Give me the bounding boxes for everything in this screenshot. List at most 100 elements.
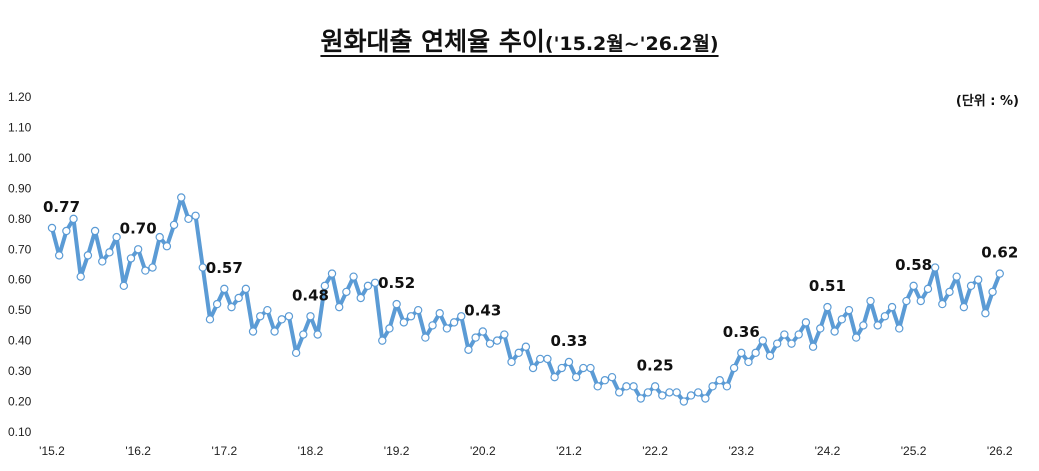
data-point	[133, 245, 143, 254]
data-point	[198, 263, 207, 272]
data-point	[270, 327, 279, 336]
data-point	[722, 382, 732, 391]
data-point	[988, 287, 997, 297]
data-point	[593, 382, 602, 391]
data-point	[938, 299, 947, 309]
y-tick-label: 0.70	[8, 242, 32, 256]
data-point	[399, 318, 409, 327]
data-point	[378, 336, 387, 345]
data-point	[212, 299, 222, 309]
data-point	[76, 272, 85, 281]
data-point	[428, 321, 437, 330]
data-point	[729, 363, 739, 373]
data-label: 0.57	[206, 259, 243, 277]
data-point	[277, 315, 286, 324]
series-line	[50, 195, 1002, 404]
data-point	[514, 348, 523, 358]
data-point	[557, 363, 566, 373]
data-point	[650, 382, 660, 391]
series-markers	[47, 193, 1004, 406]
y-tick-label: 0.20	[8, 395, 32, 409]
data-point	[615, 388, 624, 397]
data-point	[306, 312, 315, 321]
y-tick-label: 0.50	[8, 303, 32, 317]
data-point	[758, 336, 768, 345]
data-point	[880, 312, 890, 321]
y-tick-label: 0.10	[8, 425, 32, 439]
x-tick-label: '24.2	[815, 444, 841, 458]
data-point	[564, 357, 574, 367]
data-point	[421, 333, 430, 342]
data-point	[162, 242, 172, 251]
data-point	[177, 193, 186, 202]
data-point	[464, 345, 473, 354]
data-point	[335, 302, 344, 312]
data-label: 0.51	[809, 277, 846, 295]
data-point	[808, 342, 818, 351]
chart-title: 원화대출 연체율 추이('15.2월~'26.2월)	[0, 22, 1039, 58]
x-tick-label: '23.2	[728, 444, 754, 458]
data-point	[320, 281, 330, 291]
data-point	[737, 348, 746, 358]
data-point	[837, 315, 847, 324]
data-point	[895, 324, 904, 333]
data-point	[830, 327, 839, 336]
x-tick-label: '22.2	[642, 444, 668, 458]
data-point	[205, 315, 215, 324]
data-point	[478, 327, 487, 336]
data-label: 0.52	[378, 274, 415, 292]
data-point	[866, 296, 875, 306]
chart-title-main: 원화대출 연체율 추이	[320, 27, 545, 56]
data-point	[844, 305, 854, 315]
data-point	[234, 293, 243, 303]
x-tick-label: '16.2	[125, 444, 151, 458]
data-point	[370, 278, 380, 287]
data-point	[629, 382, 638, 391]
x-tick-label: '19.2	[384, 444, 410, 458]
data-point	[435, 309, 444, 318]
data-point	[902, 296, 911, 306]
y-tick-label: 0.60	[8, 273, 32, 287]
data-point	[227, 302, 236, 312]
data-point	[686, 391, 696, 400]
data-point	[313, 330, 322, 339]
data-point	[887, 302, 897, 312]
x-tick-label: '20.2	[470, 444, 496, 458]
x-axis: '15.2 '16.2 '17.2 '18.2 '19.2 '20.2 '21.2 '22.2…	[39, 444, 1013, 458]
data-point	[69, 214, 78, 224]
data-point	[112, 232, 121, 242]
data-point	[816, 324, 825, 333]
data-point	[859, 321, 868, 330]
data-label: 0.33	[550, 332, 587, 350]
data-point	[256, 312, 265, 321]
data-point	[586, 363, 595, 373]
data-point	[658, 391, 667, 400]
x-tick-label: '17.2	[211, 444, 237, 458]
data-point	[471, 333, 480, 342]
data-point	[744, 357, 753, 367]
data-point	[930, 263, 940, 272]
data-point	[974, 275, 983, 284]
data-point	[220, 284, 229, 294]
y-axis: 0.10 0.20 0.30 0.40 0.50 0.60 0.70 0.80 0.90 1.00…	[8, 90, 32, 439]
data-point	[672, 388, 681, 397]
data-point	[643, 388, 653, 397]
data-point	[406, 312, 416, 321]
data-point	[600, 376, 610, 385]
data-point	[263, 305, 272, 315]
data-point	[47, 223, 57, 233]
data-point	[995, 269, 1004, 278]
y-tick-label: 1.00	[8, 151, 32, 165]
data-point	[909, 281, 918, 291]
data-point	[492, 336, 502, 345]
data-point	[794, 330, 803, 339]
data-point	[708, 382, 717, 391]
data-point	[500, 330, 509, 339]
data-label: 0.62	[981, 244, 1018, 262]
data-point	[248, 327, 258, 336]
data-point	[765, 351, 775, 361]
data-point	[119, 281, 129, 291]
data-point	[851, 333, 861, 342]
data-point	[787, 339, 796, 348]
data-label: 0.25	[637, 356, 674, 374]
